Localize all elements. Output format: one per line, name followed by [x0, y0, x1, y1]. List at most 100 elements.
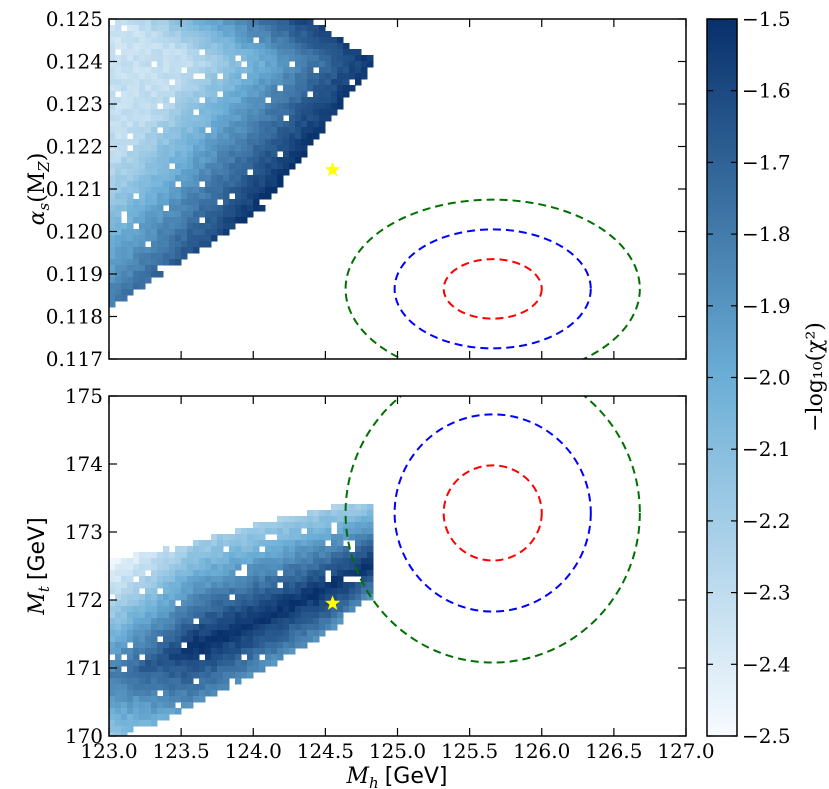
heatmap-cell: [109, 720, 116, 727]
heatmap-cell: [211, 576, 218, 583]
heatmap-cell: [115, 169, 122, 176]
heatmap-cell: [307, 594, 314, 601]
heatmap-cell: [253, 552, 260, 559]
heatmap-cell: [127, 223, 134, 230]
heatmap-cell: [127, 666, 134, 673]
sigma-3-contour: [344, 396, 641, 664]
heatmap-cell: [265, 606, 272, 613]
heatmap-cell: [283, 103, 290, 110]
heatmap-cell: [265, 85, 272, 92]
heatmap-cell: [217, 636, 224, 643]
heatmap-cell: [271, 43, 278, 50]
heatmap-cell: [115, 600, 122, 607]
heatmap-cell: [163, 37, 170, 44]
heatmap-cell: [301, 145, 308, 152]
heatmap-cell: [175, 606, 182, 613]
heatmap-cell: [175, 654, 182, 661]
heatmap-cell: [349, 534, 356, 541]
heatmap-cell: [121, 97, 128, 104]
heatmap-cell: [193, 672, 200, 679]
heatmap-cell: [301, 636, 308, 643]
heatmap-cell: [205, 235, 212, 242]
heatmap-cell: [163, 702, 170, 709]
heatmap-cell: [163, 43, 170, 50]
heatmap-cell: [283, 582, 290, 589]
heatmap-cell: [109, 133, 116, 140]
heatmap-cell: [271, 67, 278, 74]
heatmap-cell: [283, 133, 290, 140]
heatmap-cell: [259, 85, 266, 92]
heatmap-cell: [211, 25, 218, 32]
heatmap-cell: [259, 157, 266, 164]
heatmap-cell: [313, 522, 320, 529]
heatmap-cell: [175, 576, 182, 583]
heatmap-cell: [295, 115, 302, 122]
heatmap-cell: [109, 61, 116, 68]
heatmap-cell: [145, 558, 152, 565]
heatmap-cell: [121, 61, 128, 68]
heatmap-cell: [295, 522, 302, 529]
heatmap-cell: [151, 666, 158, 673]
heatmap-cell: [211, 558, 218, 565]
colorbar: −1.5−1.6−1.7−1.8−1.9−2.0−2.1−2.2−2.3−2.4…: [706, 7, 828, 748]
heatmap-cell: [229, 151, 236, 158]
heatmap-cell: [193, 576, 200, 583]
heatmap-cell: [193, 43, 200, 50]
y-tick-label: 173: [65, 520, 103, 544]
heatmap-cell: [253, 97, 260, 104]
heatmap-cell: [157, 67, 164, 74]
heatmap-cell: [145, 253, 152, 260]
colorbar-tick-label: −2.0: [742, 366, 791, 390]
heatmap-cell: [163, 169, 170, 176]
heatmap-cell: [127, 103, 134, 110]
heatmap-cell: [355, 55, 362, 62]
heatmap-cell: [109, 690, 116, 697]
heatmap-cell: [151, 253, 158, 260]
heatmap-cell: [307, 612, 314, 619]
heatmap-cell: [361, 510, 368, 517]
heatmap-cell: [301, 151, 308, 158]
heatmap-cell: [109, 732, 116, 736]
heatmap-cell: [223, 151, 230, 158]
heatmap-cell: [127, 576, 134, 583]
heatmap-cell: [307, 85, 314, 92]
heatmap-cell: [211, 588, 218, 595]
heatmap-cell: [271, 169, 278, 176]
heatmap-cell: [133, 67, 140, 74]
heatmap-cell: [127, 151, 134, 158]
heatmap-cell: [313, 636, 320, 643]
heatmap-cell: [247, 630, 254, 637]
heatmap-cell: [295, 67, 302, 74]
heatmap-cell: [307, 133, 314, 140]
heatmap-cell: [151, 624, 158, 631]
heatmap-cell: [133, 199, 140, 206]
heatmap-cell: [253, 25, 260, 32]
heatmap-cell: [193, 115, 200, 122]
heatmap-cell: [319, 73, 326, 80]
heatmap-cell: [247, 187, 254, 194]
heatmap-cell: [175, 660, 182, 667]
heatmap-cell: [325, 582, 332, 589]
heatmap-cell: [265, 660, 272, 667]
heatmap-cell: [157, 61, 164, 68]
heatmap-cell: [259, 534, 266, 541]
heatmap-cell: [253, 540, 260, 547]
heatmap-cell: [127, 259, 134, 266]
heatmap-cell: [211, 564, 218, 571]
heatmap-cell: [133, 606, 140, 613]
heatmap-cell: [145, 708, 152, 715]
heatmap-cell: [199, 552, 206, 559]
heatmap-cell: [181, 91, 188, 98]
heatmap-cell: [247, 91, 254, 98]
heatmap-cell: [307, 606, 314, 613]
heatmap-cell: [163, 157, 170, 164]
heatmap-cell: [319, 576, 326, 583]
heatmap-cell: [235, 636, 242, 643]
heatmap-cell: [121, 588, 128, 595]
heatmap-cell: [295, 576, 302, 583]
heatmap-cell: [115, 690, 122, 697]
heatmap-cell: [175, 241, 182, 248]
heatmap-cell: [301, 618, 308, 625]
heatmap-cell: [361, 552, 368, 559]
heatmap-cell: [253, 79, 260, 86]
